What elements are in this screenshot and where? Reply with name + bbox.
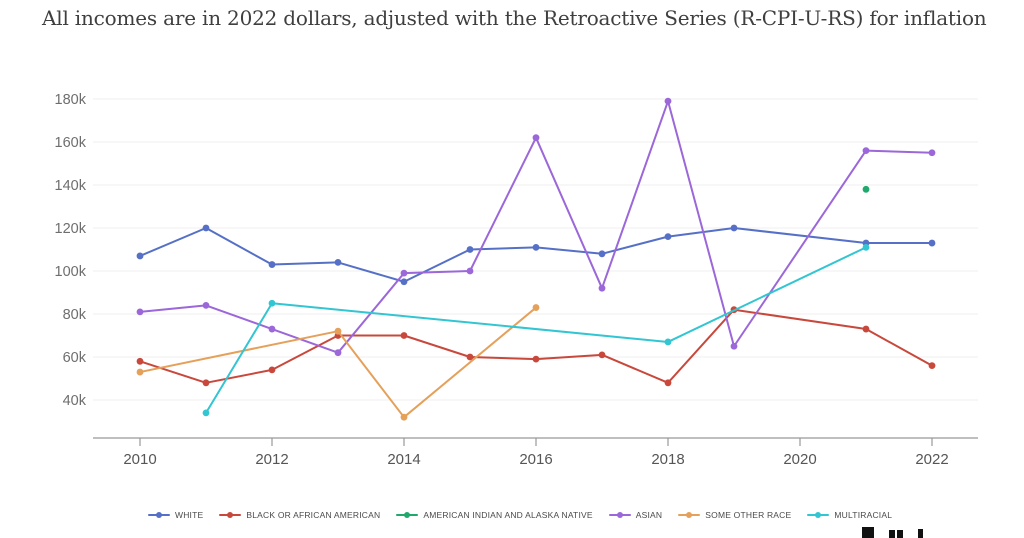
x-axis-tick-label: 2016: [519, 451, 552, 468]
data-point-black-or-african-american-2012[interactable]: [268, 366, 276, 374]
y-axis-tick-label: 160k: [55, 135, 87, 151]
data-point-asian-2019[interactable]: [730, 342, 738, 350]
legend-label: ASIAN: [635, 510, 663, 520]
data-point-asian-2013[interactable]: [334, 349, 342, 357]
chart-legend: WHITE BLACK OR AFRICAN AMERICAN AMERICAN I…: [148, 510, 892, 520]
x-axis-tick-label: 2018: [651, 451, 684, 468]
series-line-asian: [139, 100, 933, 354]
legend-line-dot-icon: [608, 511, 631, 519]
data-point-black-or-african-american-2010[interactable]: [136, 357, 144, 365]
legend-label: SOME OTHER RACE: [705, 510, 792, 520]
y-axis-tick-label: 180k: [55, 92, 87, 108]
legend-line-dot-icon: [148, 511, 170, 519]
y-axis-tick-label: 60k: [63, 350, 87, 366]
data-point-black-or-african-american-2021[interactable]: [862, 325, 870, 333]
data-point-asian-2014[interactable]: [400, 269, 408, 277]
data-point-asian-2018[interactable]: [664, 97, 672, 105]
data-point-black-or-african-american-2022[interactable]: [928, 362, 936, 369]
data-point-asian-2016[interactable]: [532, 134, 540, 142]
chart-title: All incomes are in 2022 dollars, adjuste…: [42, 6, 987, 30]
data-point-multiracial-2021[interactable]: [862, 243, 870, 251]
y-axis-tick-label: 80k: [63, 307, 87, 323]
data-point-white-2019[interactable]: [730, 224, 738, 232]
legend-item-white[interactable]: WHITE: [148, 510, 203, 520]
x-axis-tick-label: 2010: [123, 451, 156, 468]
legend-label: MULTIRACIAL: [834, 510, 893, 520]
data-point-black-or-african-american-2015[interactable]: [466, 353, 474, 361]
data-point-asian-2021[interactable]: [862, 147, 870, 155]
y-axis-tick-label: 140k: [55, 178, 87, 194]
x-axis-tick-label: 2012: [255, 451, 288, 468]
legend-item-asian[interactable]: ASIAN: [608, 510, 663, 520]
legend-line-dot-icon: [807, 511, 830, 519]
data-point-black-or-african-american-2011[interactable]: [202, 379, 210, 387]
x-axis-tick-label: 2022: [915, 451, 948, 468]
legend-label: BLACK OR AFRICAN AMERICAN: [246, 510, 381, 520]
data-point-white-2013[interactable]: [334, 259, 342, 266]
legend-label: WHITE: [175, 510, 204, 520]
data-point-some-other-race-2016[interactable]: [532, 304, 540, 311]
y-axis-tick-label: 100k: [55, 264, 87, 280]
data-point-american-indian-and-alaska-native-2021[interactable]: [862, 185, 870, 193]
watermark-glyph: [862, 527, 874, 538]
legend-line-dot-icon: [396, 511, 419, 519]
series-line-some-other-race: [139, 306, 537, 419]
legend-line-dot-icon: [219, 511, 242, 519]
legend-label: AMERICAN INDIAN AND ALASKA NATIVE: [423, 510, 593, 520]
data-point-asian-2011[interactable]: [202, 302, 210, 309]
data-point-white-2010[interactable]: [136, 252, 144, 260]
data-point-white-2015[interactable]: [466, 246, 474, 253]
y-axis-tick-label: 120k: [55, 221, 87, 237]
data-point-white-2014[interactable]: [400, 278, 408, 286]
data-point-white-2017[interactable]: [598, 250, 606, 258]
series-line-white: [139, 227, 933, 283]
data-point-white-2012[interactable]: [268, 261, 276, 268]
data-point-multiracial-2012[interactable]: [268, 299, 276, 307]
data-point-asian-2017[interactable]: [598, 284, 606, 292]
data-point-black-or-african-american-2016[interactable]: [532, 355, 540, 363]
legend-item-american-indian-and-alaska-native[interactable]: AMERICAN INDIAN AND ALASKA NATIVE: [396, 510, 593, 520]
watermark-glyph: [889, 530, 895, 538]
series-line-multiracial: [205, 246, 867, 414]
data-point-some-other-race-2014[interactable]: [400, 413, 408, 421]
data-point-multiracial-2018[interactable]: [664, 338, 672, 346]
watermark-logo-partial: [856, 524, 1024, 538]
watermark-glyph: [918, 529, 923, 538]
legend-line-dot-icon: [678, 511, 701, 519]
data-point-asian-2015[interactable]: [466, 267, 474, 275]
data-point-asian-2012[interactable]: [268, 325, 276, 333]
data-point-white-2016[interactable]: [532, 243, 540, 251]
data-point-asian-2010[interactable]: [136, 308, 144, 316]
data-point-white-2018[interactable]: [664, 233, 672, 241]
legend-item-some-other-race[interactable]: SOME OTHER RACE: [678, 510, 791, 520]
data-point-some-other-race-2010[interactable]: [136, 368, 144, 376]
data-point-asian-2022[interactable]: [928, 149, 936, 157]
legend-item-black-or-african-american[interactable]: BLACK OR AFRICAN AMERICAN: [219, 510, 380, 520]
data-point-white-2011[interactable]: [202, 224, 210, 232]
y-axis-tick-label: 40k: [63, 393, 87, 409]
data-point-some-other-race-2013[interactable]: [334, 327, 342, 335]
data-point-multiracial-2011[interactable]: [202, 409, 210, 417]
series-line-black-or-african-american: [139, 308, 933, 384]
data-point-black-or-african-american-2017[interactable]: [598, 351, 606, 359]
data-point-black-or-african-american-2014[interactable]: [400, 332, 408, 339]
data-point-white-2022[interactable]: [928, 239, 936, 247]
x-axis-tick-label: 2020: [783, 451, 816, 468]
legend-item-multiracial[interactable]: MULTIRACIAL: [807, 510, 892, 520]
watermark-glyph: [897, 530, 903, 538]
x-axis-tick-label: 2014: [387, 451, 420, 468]
data-point-black-or-african-american-2018[interactable]: [664, 379, 672, 387]
